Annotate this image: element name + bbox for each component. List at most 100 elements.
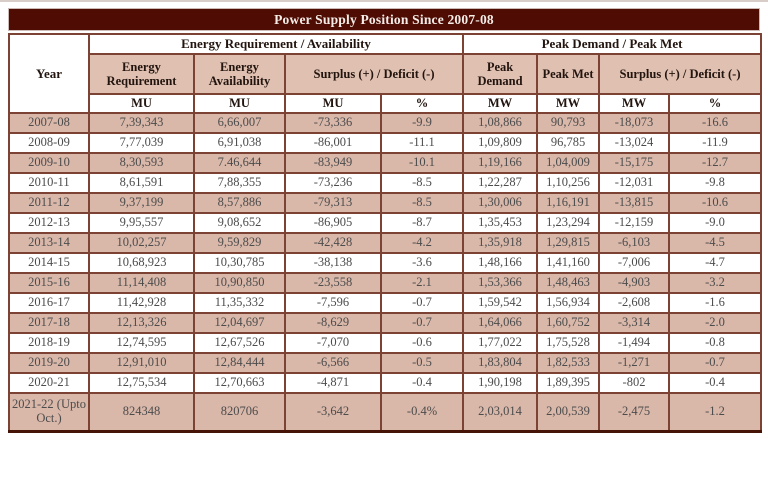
- value-cell: 1,29,815: [536, 232, 601, 254]
- table-row: 2019-20 12,91,010 12,84,444 -6,566 -0.5 1,83,…: [8, 352, 763, 374]
- value-cell: 7,39,343: [88, 112, 195, 134]
- year-cell: 2016-17: [8, 292, 90, 314]
- value-cell: 12,74,595: [88, 332, 195, 354]
- value-cell: 2,00,539: [536, 392, 601, 432]
- value-cell: 1,22,287: [462, 172, 539, 194]
- value-cell: 7,77,039: [88, 132, 195, 154]
- value-cell: 6,91,038: [193, 132, 286, 154]
- value-cell: 1,48,463: [536, 272, 601, 294]
- value-cell: 10,02,257: [88, 232, 195, 254]
- year-cell: 2017-18: [8, 312, 90, 334]
- value-cell: -4,903: [598, 272, 671, 294]
- value-cell: -9.8: [668, 172, 763, 194]
- value-cell: -13,024: [598, 132, 671, 154]
- value-cell: -12.7: [668, 152, 763, 174]
- value-cell: 1,75,528: [536, 332, 601, 354]
- peak-group-header: Peak Demand / Peak Met: [462, 33, 763, 55]
- unit-cell: %: [668, 93, 763, 114]
- value-cell: -6,103: [598, 232, 671, 254]
- value-cell: -0.4%: [379, 392, 465, 432]
- year-cell: 2015-16: [8, 272, 90, 294]
- value-cell: 6,66,007: [193, 112, 286, 134]
- value-cell: -18,073: [598, 112, 671, 134]
- table-row: 2017-18 12,13,326 12,04,697 -8,629 -0.7 1,64,…: [8, 312, 763, 334]
- table-row: 2015-16 11,14,408 10,90,850 -23,558 -2.1 1,53…: [8, 272, 763, 294]
- value-cell: -42,428: [284, 232, 382, 254]
- value-cell: 824348: [88, 392, 195, 432]
- value-cell: 12,67,526: [193, 332, 286, 354]
- year-cell: 2021-22 (Upto Oct.): [8, 392, 90, 432]
- value-cell: 1,09,809: [462, 132, 539, 154]
- year-cell: 2010-11: [8, 172, 90, 194]
- unit-cell: MU: [193, 93, 286, 114]
- power-supply-table: Year Energy Requirement / Availability P…: [8, 33, 763, 433]
- value-cell: -0.7: [379, 312, 465, 334]
- year-cell: 2012-13: [8, 212, 90, 234]
- value-cell: -9.0: [668, 212, 763, 234]
- value-cell: 12,04,697: [193, 312, 286, 334]
- value-cell: -8,629: [284, 312, 382, 334]
- value-cell: -86,001: [284, 132, 382, 154]
- value-cell: -2,608: [598, 292, 671, 314]
- table-row: 2008-09 7,77,039 6,91,038 -86,001 -11.1 1,09,…: [8, 132, 763, 154]
- value-cell: -0.7: [668, 352, 763, 374]
- energy-availability-header: Energy Availability: [193, 53, 286, 95]
- value-cell: 2,03,014: [462, 392, 539, 432]
- table-row: 2020-21 12,75,534 12,70,663 -4,871 -0.4 1,90,…: [8, 372, 763, 394]
- value-cell: -0.5: [379, 352, 465, 374]
- peak-met-header: Peak Met: [536, 53, 601, 95]
- energy-surplus-deficit-header: Surplus (+) / Deficit (-): [283, 53, 465, 95]
- value-cell: 1,30,006: [462, 192, 539, 214]
- table-row: 2010-11 8,61,591 7,88,355 -73,236 -8.5 1,22,2…: [8, 172, 763, 194]
- value-cell: 1,35,918: [462, 232, 539, 254]
- unit-cell: MW: [598, 93, 671, 114]
- value-cell: -0.4: [668, 372, 763, 394]
- year-cell: 2011-12: [8, 192, 90, 214]
- energy-group-header: Energy Requirement / Availability: [87, 33, 465, 55]
- value-cell: 9,95,557: [88, 212, 195, 234]
- value-cell: -12,031: [598, 172, 671, 194]
- value-cell: -3.2: [668, 272, 763, 294]
- value-cell: 12,84,444: [193, 352, 286, 374]
- value-cell: -802: [598, 372, 671, 394]
- value-cell: -9.9: [379, 112, 465, 134]
- value-cell: 1,41,160: [536, 252, 601, 274]
- value-cell: 8,61,591: [88, 172, 195, 194]
- table-header: Year Energy Requirement / Availability P…: [8, 33, 763, 114]
- table-row: 2016-17 11,42,928 11,35,332 -7,596 -0.7 1,59,…: [8, 292, 763, 314]
- value-cell: -12,159: [598, 212, 671, 234]
- value-cell: 12,70,663: [193, 372, 286, 394]
- table-body: 2007-08 7,39,343 6,66,007 -73,336 -9.9 1,08,8…: [8, 112, 763, 432]
- value-cell: 8,30,593: [88, 152, 195, 174]
- value-cell: 7,88,355: [193, 172, 286, 194]
- value-cell: -73,336: [284, 112, 382, 134]
- value-cell: -3,642: [284, 392, 382, 432]
- value-cell: -16.6: [668, 112, 763, 134]
- value-cell: -11.9: [668, 132, 763, 154]
- value-cell: 12,75,534: [88, 372, 195, 394]
- table-row: 2021-22 (Upto Oct.) 824348 820706 -3,642 -0.…: [8, 392, 763, 432]
- year-column-header: Year: [8, 33, 90, 114]
- unit-cell: MU: [88, 93, 195, 114]
- unit-cell: MW: [536, 93, 601, 114]
- year-cell: 2013-14: [8, 232, 90, 254]
- value-cell: -4,871: [284, 372, 382, 394]
- unit-cell: MU: [284, 93, 382, 114]
- value-cell: -79,313: [284, 192, 382, 214]
- value-cell: 1,90,198: [462, 372, 539, 394]
- value-cell: -6,566: [284, 352, 382, 374]
- value-cell: 1,56,934: [536, 292, 601, 314]
- value-cell: -7,006: [598, 252, 671, 274]
- value-cell: -1.2: [668, 392, 763, 432]
- value-cell: -10.6: [668, 192, 763, 214]
- peak-demand-header: Peak Demand: [462, 53, 539, 95]
- value-cell: 12,13,326: [88, 312, 195, 334]
- value-cell: -0.7: [379, 292, 465, 314]
- value-cell: -8.5: [379, 172, 465, 194]
- value-cell: 1,48,166: [462, 252, 539, 274]
- year-cell: 2009-10: [8, 152, 90, 174]
- value-cell: -4.5: [668, 232, 763, 254]
- year-cell: 2007-08: [8, 112, 90, 134]
- table-row: 2012-13 9,95,557 9,08,652 -86,905 -8.7 1,35,4…: [8, 212, 763, 234]
